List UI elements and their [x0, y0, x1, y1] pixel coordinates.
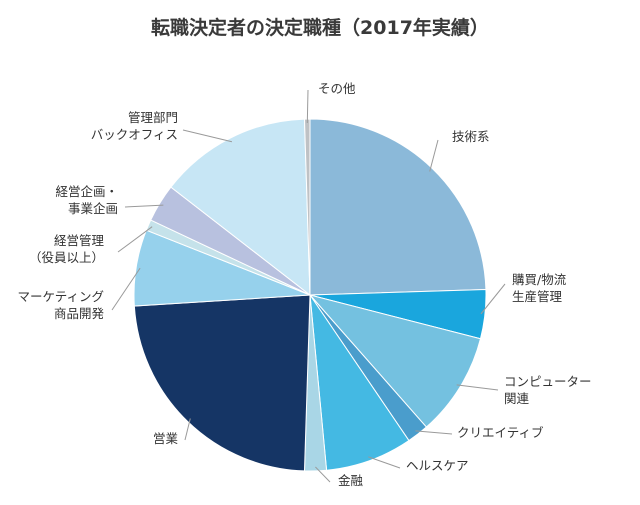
leader-line-7 — [111, 267, 141, 311]
slice-label-line: 事業企画 — [68, 201, 118, 216]
leader-line-6 — [184, 418, 191, 441]
pie-slice-6 — [133, 294, 311, 472]
slice-label-10: 管理部門バックオフィス — [91, 110, 178, 142]
slice-label-2: コンピューター関連 — [504, 374, 592, 406]
leader-line-10 — [182, 129, 233, 143]
slice-label-line: 生産管理 — [512, 289, 563, 304]
slice-label-line: 購買/物流 — [512, 272, 567, 287]
slice-label-7: マーケティング商品開発 — [17, 289, 104, 321]
leader-line-5 — [315, 466, 331, 483]
slice-label-line: バックオフィス — [91, 127, 178, 142]
slice-label-0: 技術系 — [452, 129, 490, 144]
slice-label-line: 商品開発 — [54, 306, 105, 321]
slice-label-5: 金融 — [338, 473, 364, 488]
slice-label-3: クリエイティブ — [457, 425, 544, 440]
leader-line-0 — [429, 139, 439, 172]
slice-label-line: クリエイティブ — [457, 425, 544, 440]
slice-label-line: （役員以上） — [29, 250, 104, 265]
slice-label-6: 営業 — [153, 431, 179, 446]
leader-line-3 — [415, 430, 453, 435]
slice-label-line: その他 — [318, 81, 356, 96]
slice-label-line: コンピューター — [504, 374, 592, 389]
slice-label-11: その他 — [318, 81, 356, 96]
slice-label-line: 金融 — [338, 473, 364, 488]
pie-slice-0 — [309, 118, 487, 296]
leader-lines — [111, 89, 506, 483]
pie-slices — [133, 118, 487, 472]
slice-label-line: 経営管理 — [54, 233, 105, 248]
slice-label-line: 経営企画・ — [55, 184, 118, 199]
pie-slice-2 — [308, 294, 482, 428]
slice-label-line: 営業 — [153, 431, 179, 446]
leader-line-11 — [306, 89, 309, 124]
pie-slice-4 — [309, 294, 410, 471]
chart-title: 転職決定者の決定職種（2017年実績） — [151, 16, 489, 39]
slice-label-1: 購買/物流生産管理 — [512, 272, 567, 304]
slice-label-4: ヘルスケア — [406, 458, 469, 473]
leader-line-9 — [124, 204, 164, 208]
slice-label-9: 経営企画・事業企画 — [55, 184, 118, 216]
leader-line-4 — [368, 456, 401, 469]
leader-line-2 — [456, 384, 499, 391]
slice-label-line: ヘルスケア — [406, 458, 469, 473]
slice-label-line: 関連 — [504, 391, 530, 406]
pie-slice-10 — [170, 118, 311, 297]
leader-line-8 — [117, 226, 153, 253]
slice-label-line: 管理部門 — [128, 110, 178, 125]
slice-label-line: 技術系 — [452, 129, 490, 144]
leader-line-1 — [480, 283, 506, 315]
slice-label-8: 経営管理 （役員以上） — [29, 233, 105, 265]
slice-label-line: マーケティング — [17, 289, 104, 304]
